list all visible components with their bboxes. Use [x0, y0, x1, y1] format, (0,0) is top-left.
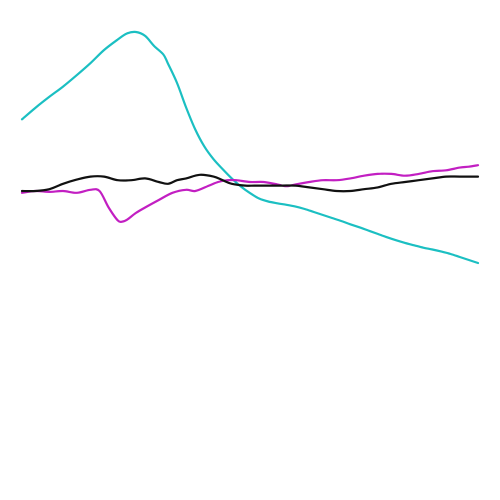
series-line-cyan — [20, 30, 480, 265]
series-line-magenta — [20, 164, 480, 224]
series-line-black — [20, 173, 480, 193]
series-layer — [20, 30, 480, 265]
